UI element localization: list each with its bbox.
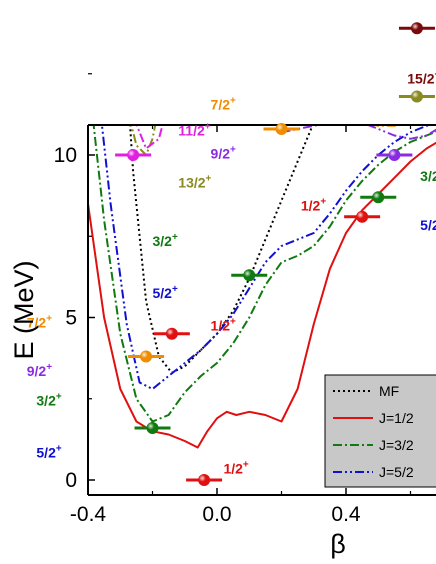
level-label: 7/2+	[211, 96, 236, 113]
series-line-4	[130, 125, 157, 156]
level-label: 11/2+	[178, 122, 210, 139]
level-parity: +	[230, 317, 236, 328]
level-spin: 3/2	[420, 168, 436, 184]
series-line-7	[314, 0, 436, 25]
level-spin: 3/2	[153, 233, 173, 249]
level-markers	[115, 22, 435, 486]
level-label: 3/2+	[36, 391, 61, 408]
x-axis-label: β	[330, 529, 346, 559]
level-label: 7/2+	[27, 313, 52, 330]
level-ball-shine	[127, 149, 140, 161]
x-tick-label: -0.4	[70, 503, 107, 526]
level-parity: +	[206, 174, 212, 185]
level-label: 1/2+	[301, 196, 326, 213]
level-spin: 5/2	[420, 217, 436, 233]
level-ball-shine	[372, 191, 385, 204]
x-tick-label: 0.0	[202, 503, 231, 526]
level-spin: 5/2	[153, 285, 173, 301]
level-spin: 1/2	[223, 461, 243, 477]
legend-box	[324, 374, 436, 488]
level-ball-shine	[388, 149, 401, 161]
level-ball-shine	[410, 90, 423, 103]
level-parity: +	[56, 391, 62, 402]
level-parity: +	[230, 96, 236, 107]
level-spin: 3/2	[36, 392, 56, 408]
level-spin: 15/2	[407, 71, 434, 87]
series-line-3	[100, 125, 432, 390]
series-line-6	[135, 125, 164, 150]
y-tick-label: 5	[65, 307, 77, 330]
level-parity: +	[56, 443, 62, 454]
series-line-9	[369, 125, 404, 127]
level-spin: 1/2	[301, 197, 321, 213]
y-tick-label: 15	[54, 0, 77, 5]
level-label: 9/2+	[211, 144, 236, 161]
level-ball-shine	[243, 269, 256, 282]
y-tick-label: 10	[54, 144, 77, 167]
legend-entry: J=3/2	[379, 437, 414, 453]
y-axis-label: E (MeV)	[9, 260, 39, 359]
level-spin: 5/2	[36, 444, 56, 460]
level-label: 5/2+	[36, 443, 61, 460]
level-label: 1/2+	[211, 317, 236, 334]
level-spin: 9/2	[211, 145, 231, 161]
level-parity: +	[46, 313, 52, 324]
level-parity: +	[435, 70, 436, 81]
series-line-8	[281, 125, 436, 140]
legend-entry: J=1/2	[379, 410, 414, 426]
level-ball-shine	[356, 210, 369, 223]
level-labels: 1/2+3/2+5/2+1/2+7/2+9/2+3/2+5/2+1/2+11/2…	[27, 70, 436, 477]
level-label: 9/2+	[27, 362, 52, 379]
level-ball-shine	[140, 350, 153, 363]
level-parity: +	[230, 144, 236, 155]
level-label: 15/2+	[407, 70, 436, 87]
level-spin: 7/2	[27, 314, 47, 330]
level-ball-shine	[410, 22, 423, 35]
level-parity: +	[46, 362, 52, 373]
legend: MF J=1/2 J=3/2 J=5/2	[324, 374, 436, 488]
level-parity: +	[172, 284, 178, 295]
level-parity: +	[320, 196, 326, 207]
x-tick-label: 0.4	[331, 503, 361, 526]
level-parity: +	[205, 122, 211, 133]
level-spin: 11/2	[178, 123, 205, 139]
level-label: 5/2+	[420, 216, 436, 233]
level-parity: +	[243, 460, 249, 471]
level-spin: 1/2	[211, 318, 231, 334]
level-ball-shine	[165, 327, 178, 340]
y-tick-label: 0	[65, 469, 77, 492]
axes-frame: 05101520-0.40.00.40.8	[54, 0, 436, 526]
level-parity: +	[172, 232, 178, 243]
level-label: 3/2+	[153, 232, 178, 249]
level-spin: 13/2	[178, 175, 205, 191]
level-ball-shine	[146, 422, 159, 434]
series-line-1	[88, 141, 436, 449]
level-label: 13/2+	[178, 174, 211, 191]
level-ball-shine	[198, 474, 211, 486]
level-spin: 7/2	[211, 97, 231, 113]
level-ball-shine	[275, 123, 288, 135]
legend-entry: J=5/2	[379, 464, 414, 480]
level-spin: 9/2	[27, 363, 47, 379]
legend-entry: MF	[379, 383, 399, 399]
level-label: 3/2+	[420, 167, 436, 184]
curve-layer	[88, 0, 436, 449]
level-label: 1/2+	[223, 460, 248, 477]
level-label: 5/2+	[153, 284, 178, 301]
